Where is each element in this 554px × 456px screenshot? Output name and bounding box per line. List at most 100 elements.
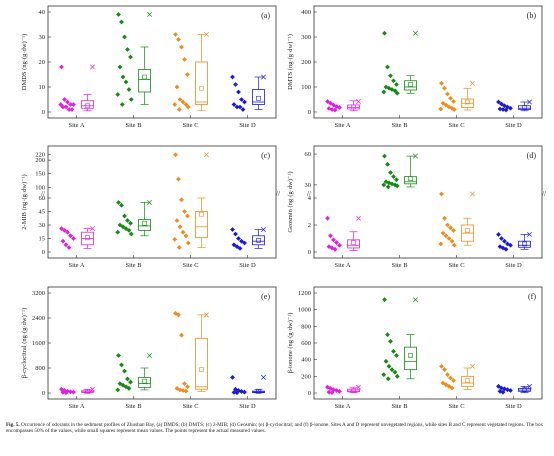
data-point	[180, 229, 186, 235]
y-tick-label: 40	[39, 9, 46, 16]
y-tick-label: 2	[308, 222, 311, 229]
y-tick-label: 200	[35, 157, 45, 164]
panel-label: (c)	[261, 151, 270, 160]
data-point	[442, 85, 447, 91]
x-tick-label: Site A	[334, 262, 350, 269]
y-tick-label: 1600	[32, 340, 45, 347]
y-tick-label: 800	[35, 365, 45, 372]
max-marker	[527, 99, 532, 105]
data-point	[125, 218, 130, 223]
panel-label: (d)	[527, 151, 537, 160]
data-point	[337, 105, 342, 110]
data-point	[176, 37, 181, 42]
data-point	[239, 238, 244, 244]
y-tick-label: 0	[308, 109, 311, 116]
y-tick-label: 45	[39, 209, 46, 216]
y-axis-label: DMTS (ng·(g·dw)⁻¹)	[287, 34, 294, 90]
data-point	[173, 152, 178, 158]
max-marker	[90, 226, 95, 232]
data-point	[242, 389, 247, 395]
mean-marker	[199, 211, 204, 217]
data-point	[62, 228, 67, 233]
data-point	[331, 237, 336, 243]
x-tick-label: Site C	[448, 122, 464, 129]
data-point	[508, 105, 513, 111]
max-marker	[356, 384, 361, 390]
data-point	[499, 101, 504, 107]
plot-frame	[47, 145, 277, 259]
mean-marker	[522, 241, 527, 247]
data-point	[386, 85, 392, 91]
data-point	[179, 44, 184, 50]
panel-label: (e)	[261, 292, 270, 301]
data-point	[119, 202, 124, 208]
plot-frame	[313, 5, 543, 119]
data-point	[230, 374, 235, 380]
y-tick-label: 0	[42, 249, 45, 256]
data-point	[394, 183, 400, 189]
data-point	[60, 238, 66, 244]
caption-label: Fig. 5.	[6, 422, 20, 428]
mean-marker	[142, 220, 147, 226]
data-point	[392, 88, 398, 94]
data-point	[119, 19, 124, 25]
y-tick-label: 3200	[32, 290, 45, 297]
data-point	[329, 390, 335, 395]
data-point	[508, 242, 513, 248]
max-marker	[90, 386, 95, 392]
panel-label: (a)	[261, 11, 270, 20]
x-tick-label: Site D	[239, 403, 256, 410]
data-point	[383, 358, 389, 364]
data-point	[383, 84, 389, 90]
data-point	[392, 369, 398, 375]
max-marker	[470, 191, 475, 197]
x-tick-label: Site D	[239, 262, 256, 269]
data-point	[385, 161, 390, 167]
max-marker	[147, 200, 152, 205]
data-point	[185, 72, 190, 77]
box	[404, 176, 417, 185]
data-point	[183, 233, 189, 239]
mean-marker	[199, 367, 204, 372]
data-point	[68, 233, 73, 239]
max-marker	[413, 297, 418, 303]
data-point	[239, 97, 244, 102]
data-point	[180, 99, 186, 105]
data-point	[394, 82, 399, 87]
data-point	[385, 64, 390, 70]
data-point	[176, 245, 182, 250]
data-point	[500, 107, 506, 112]
data-point	[71, 389, 76, 395]
plot-frame	[47, 286, 277, 400]
mean-marker	[408, 353, 413, 358]
mean-marker	[142, 74, 147, 80]
plot-frame	[313, 286, 543, 400]
x-tick-label: Site A	[334, 403, 350, 410]
box	[347, 388, 360, 393]
mean-marker	[142, 378, 147, 384]
y-tick-label: 4	[308, 195, 312, 202]
data-point	[326, 244, 332, 249]
caption-text: Occurrence of odorants in the sediment p…	[6, 422, 544, 435]
data-point	[179, 197, 184, 203]
mean-marker	[85, 103, 90, 109]
x-tick-label: Site A	[68, 403, 84, 410]
data-point	[337, 388, 342, 394]
plot-frame	[313, 145, 543, 259]
x-tick-label: Site B	[125, 122, 142, 129]
data-point	[63, 390, 69, 396]
x-tick-label: Site D	[505, 122, 522, 129]
data-point	[128, 54, 133, 60]
data-point	[234, 104, 240, 110]
data-point	[391, 348, 396, 354]
data-point	[177, 387, 183, 393]
y-tick-label: 30	[305, 182, 312, 189]
data-point	[119, 102, 125, 107]
y-tick-label: 60	[305, 151, 312, 158]
data-point	[332, 246, 338, 252]
mean-marker	[465, 99, 470, 105]
figure-caption: Fig. 5. Occurrence of odorants in the se…	[6, 422, 550, 435]
panel-label: (f)	[528, 292, 536, 301]
data-point	[177, 97, 183, 102]
data-point	[239, 389, 244, 394]
